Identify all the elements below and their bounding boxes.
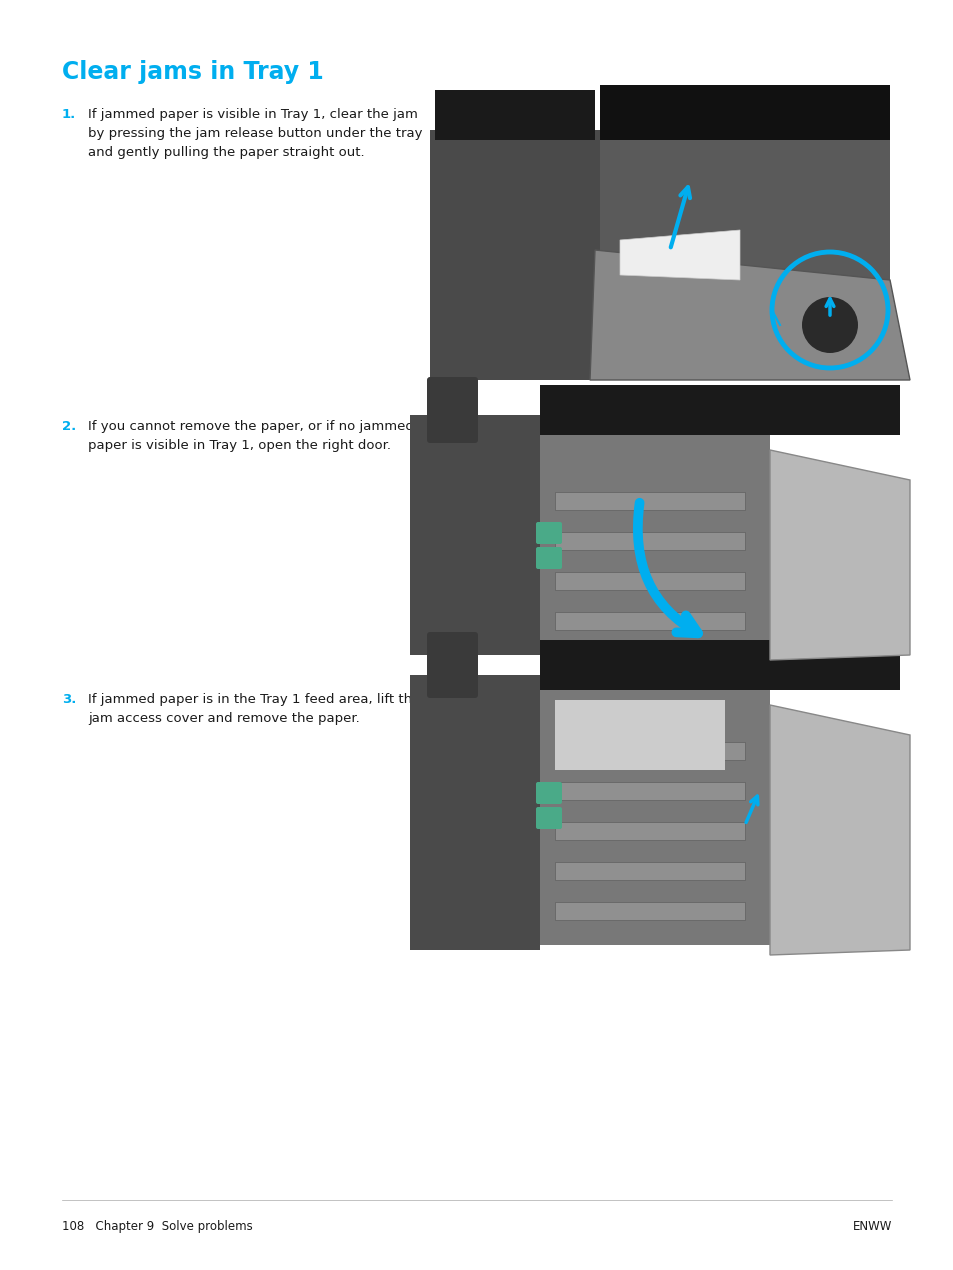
Text: 3.: 3. xyxy=(62,693,76,706)
Bar xyxy=(399,90,929,400)
FancyBboxPatch shape xyxy=(536,806,561,829)
Polygon shape xyxy=(769,450,909,660)
FancyBboxPatch shape xyxy=(555,700,724,770)
Polygon shape xyxy=(769,705,909,955)
FancyBboxPatch shape xyxy=(435,90,595,140)
FancyBboxPatch shape xyxy=(555,822,744,839)
FancyBboxPatch shape xyxy=(539,420,769,650)
FancyBboxPatch shape xyxy=(539,385,899,436)
FancyBboxPatch shape xyxy=(536,547,561,569)
Text: If jammed paper is visible in Tray 1, clear the jam
by pressing the jam release : If jammed paper is visible in Tray 1, cl… xyxy=(88,108,422,159)
Text: If you cannot remove the paper, or if no jammed
paper is visible in Tray 1, open: If you cannot remove the paper, or if no… xyxy=(88,420,414,452)
Text: Clear jams in Tray 1: Clear jams in Tray 1 xyxy=(62,60,323,84)
FancyBboxPatch shape xyxy=(536,522,561,544)
FancyBboxPatch shape xyxy=(599,85,889,140)
Text: If jammed paper is in the Tray 1 feed area, lift the
jam access cover and remove: If jammed paper is in the Tray 1 feed ar… xyxy=(88,693,420,725)
Circle shape xyxy=(801,297,857,353)
FancyBboxPatch shape xyxy=(539,640,899,690)
FancyBboxPatch shape xyxy=(555,742,744,759)
FancyBboxPatch shape xyxy=(555,902,744,919)
Polygon shape xyxy=(619,230,740,279)
Text: 1.: 1. xyxy=(62,108,76,121)
FancyBboxPatch shape xyxy=(555,862,744,880)
FancyBboxPatch shape xyxy=(410,674,539,950)
FancyBboxPatch shape xyxy=(427,377,477,443)
FancyBboxPatch shape xyxy=(539,679,769,945)
Polygon shape xyxy=(589,250,909,380)
Bar xyxy=(399,660,929,965)
Bar xyxy=(399,400,929,671)
FancyBboxPatch shape xyxy=(555,572,744,591)
Text: 2.: 2. xyxy=(62,420,76,433)
FancyBboxPatch shape xyxy=(555,782,744,800)
Text: 108   Chapter 9  Solve problems: 108 Chapter 9 Solve problems xyxy=(62,1220,253,1233)
FancyBboxPatch shape xyxy=(555,491,744,511)
Text: ENWW: ENWW xyxy=(852,1220,891,1233)
FancyBboxPatch shape xyxy=(555,532,744,550)
FancyBboxPatch shape xyxy=(555,612,744,630)
FancyBboxPatch shape xyxy=(410,415,539,655)
FancyBboxPatch shape xyxy=(430,130,599,380)
FancyBboxPatch shape xyxy=(599,140,889,370)
FancyBboxPatch shape xyxy=(427,632,477,699)
FancyBboxPatch shape xyxy=(536,782,561,804)
